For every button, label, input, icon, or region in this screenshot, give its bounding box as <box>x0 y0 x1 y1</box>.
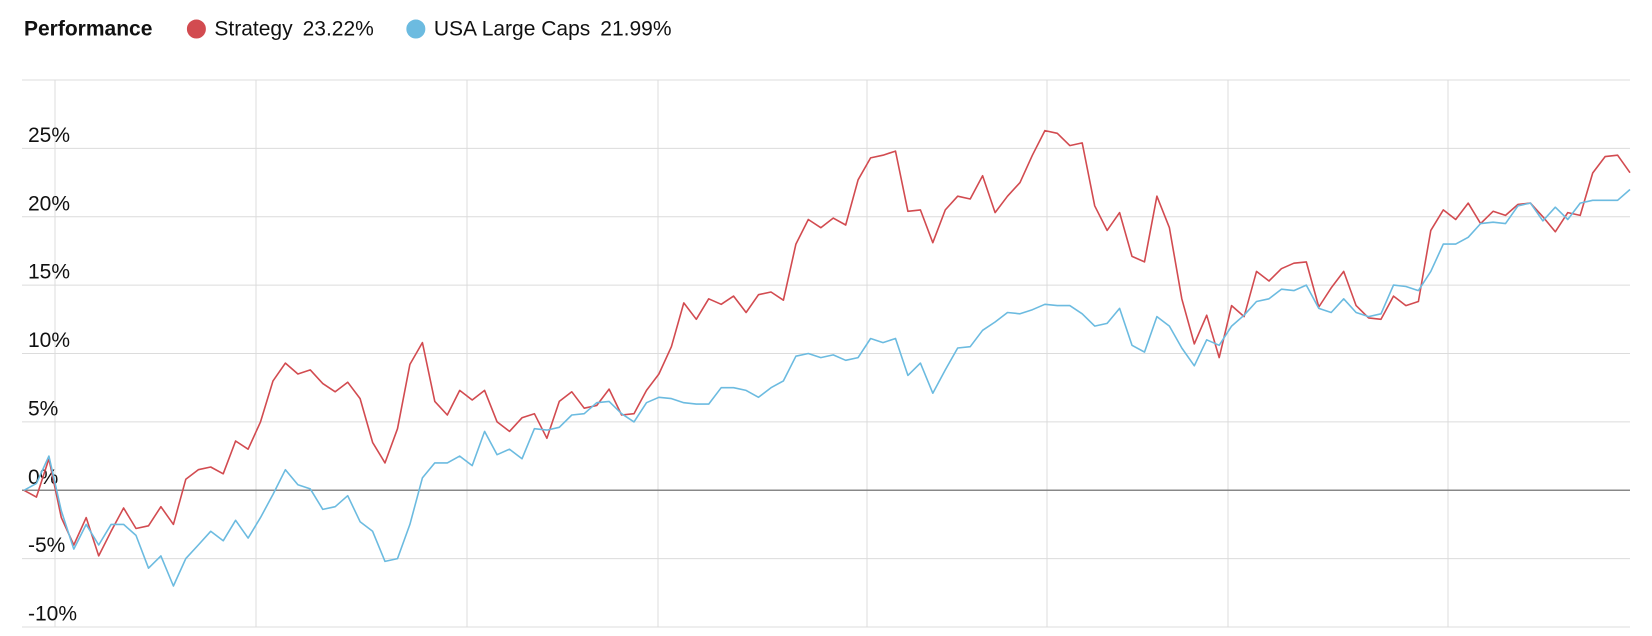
y-tick-label: -5% <box>28 534 65 557</box>
y-tick-label: 15% <box>28 261 70 284</box>
series-line <box>23 188 1631 587</box>
legend-marker <box>185 18 207 40</box>
y-tick-label: -10% <box>28 603 77 626</box>
legend-label: USA Large Caps <box>434 18 590 41</box>
legend-value: 23.22% <box>303 18 374 41</box>
legend-marker <box>405 18 427 40</box>
chart-title: Performance <box>24 18 152 41</box>
series-line <box>23 129 1631 557</box>
y-tick-label: 5% <box>28 397 58 420</box>
y-tick-label: 25% <box>28 124 70 147</box>
y-tick-label: 20% <box>28 192 70 215</box>
legend-label: Strategy <box>214 18 293 41</box>
y-tick-label: 10% <box>28 329 70 352</box>
legend-value: 21.99% <box>600 18 671 41</box>
